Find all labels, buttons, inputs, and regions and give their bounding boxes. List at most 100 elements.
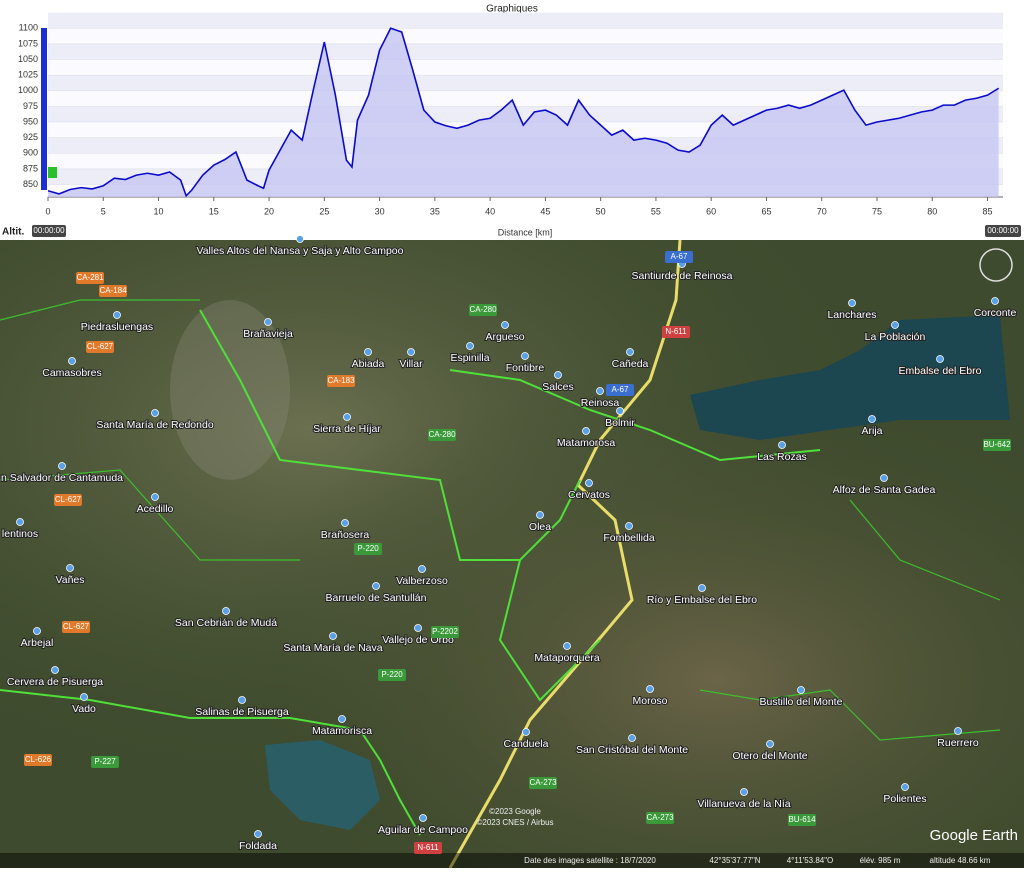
place-dot — [616, 407, 624, 415]
place-label: Brañosera — [321, 529, 370, 541]
place-dot — [466, 342, 474, 350]
place-dot — [563, 642, 571, 650]
road-badge — [354, 543, 382, 555]
y-tick-label: 900 — [23, 148, 38, 158]
window-title: Graphiques — [486, 4, 538, 15]
place-label: Reinosa — [581, 397, 620, 409]
y-tick-label: 950 — [23, 116, 38, 126]
road-label: BU-614 — [788, 815, 816, 824]
road-label: N-611 — [665, 327, 687, 336]
y-tick-label: 850 — [23, 179, 38, 189]
position-marker — [48, 167, 57, 178]
road-badge — [983, 439, 1011, 451]
road-badge — [54, 494, 82, 506]
x-tick-label: 50 — [596, 206, 606, 216]
x-tick-label: 40 — [485, 206, 495, 216]
road-badge — [62, 621, 90, 633]
place-dot — [868, 415, 876, 423]
status-item: 42°35'37.77"N — [709, 856, 760, 865]
place-label: San Cebrián de Mudá — [175, 617, 277, 629]
route — [0, 309, 821, 836]
place-dot — [625, 522, 633, 530]
place-dot — [343, 413, 351, 421]
road-label: A-67 — [671, 252, 688, 261]
place-label: Moroso — [632, 695, 667, 707]
place-label: Santiurde de Reinosa — [632, 270, 733, 282]
road-label: CA-280 — [469, 305, 497, 314]
place-label: Bustillo del Monte — [760, 696, 843, 708]
grid-band — [48, 12, 1003, 29]
reservoir — [690, 315, 1010, 440]
place-dot — [901, 783, 909, 791]
place-dot — [778, 441, 786, 449]
place-label: Cervera de Pisuerga — [7, 676, 103, 688]
y-tick-label: 1075 — [18, 38, 38, 48]
y-tick-label: 925 — [23, 132, 38, 142]
place-label: Matamorisca — [312, 725, 372, 737]
road-label: CA-281 — [76, 273, 104, 282]
grid-band — [48, 75, 1003, 91]
place-dot — [414, 624, 422, 632]
place-dot — [536, 511, 544, 519]
rock — [170, 300, 290, 480]
x-tick-label: 55 — [651, 206, 661, 216]
y-tick-label: 1100 — [19, 23, 38, 33]
x-tick-label: 0 — [45, 206, 50, 216]
road-label: CA-273 — [646, 813, 674, 822]
y-tick-label: 875 — [23, 163, 38, 173]
road-badge — [646, 812, 674, 824]
place-label: Argueso — [485, 331, 524, 343]
x-axis-title: Distance [km] — [498, 227, 553, 237]
place-dot — [848, 299, 856, 307]
reservoir — [265, 740, 380, 830]
place-label: Santa María de Nava — [283, 642, 382, 654]
road-label: CL-627 — [63, 622, 90, 631]
place-dot — [522, 728, 530, 736]
compass[interactable] — [979, 248, 1013, 282]
road-badge — [86, 341, 114, 353]
place-dot — [628, 734, 636, 742]
x-tick-label: 85 — [983, 206, 993, 216]
place-label: Arbejal — [21, 637, 54, 649]
x-tick-label: 20 — [264, 206, 274, 216]
elevation-area — [48, 28, 999, 197]
place-label: San Cristóbal del Monte — [576, 744, 688, 756]
road-badge — [529, 777, 557, 789]
place-label: Villar — [399, 358, 423, 370]
place-label: Canduela — [504, 738, 549, 750]
place-label: Vañes — [56, 574, 85, 586]
y-tick-label: 1000 — [18, 85, 38, 95]
road-label: CA-184 — [99, 286, 127, 295]
place-label: Camasobres — [42, 367, 102, 379]
place-label: Cañeda — [612, 358, 649, 370]
place-dot — [419, 814, 427, 822]
road-badge — [414, 842, 442, 854]
road-label: N-611 — [417, 843, 439, 852]
road-label: CL-627 — [87, 342, 114, 351]
logo: Google Earth — [930, 827, 1018, 844]
elevation-line — [47, 27, 1000, 198]
place-dot — [596, 387, 604, 395]
place-label: Fontibre — [506, 362, 545, 374]
place-dot — [341, 519, 349, 527]
place-label: n Salvador de Cantamuda — [1, 472, 123, 484]
place-label: Sierra de Híjar — [313, 423, 381, 435]
place-dot — [372, 582, 380, 590]
y-tick-label: 1050 — [18, 54, 38, 64]
x-tick-label: 10 — [154, 206, 164, 216]
status-bar — [0, 853, 1024, 868]
place-dot — [407, 348, 415, 356]
satellite-map[interactable]: Valles Altos del Nansa y Saja y Alto Cam… — [0, 235, 1024, 869]
road-label: P-2202 — [432, 627, 458, 636]
place-label: Santa María de Redondo — [96, 419, 213, 431]
place-dot — [646, 685, 654, 693]
end-badge[interactable] — [985, 225, 1021, 237]
place-label: Salces — [542, 381, 574, 393]
x-tick-label: 60 — [706, 206, 716, 216]
start-badge[interactable] — [32, 225, 66, 237]
road-label: A-67 — [612, 385, 629, 394]
road-badge — [431, 626, 459, 638]
place-dot — [33, 627, 41, 635]
highway — [448, 239, 682, 869]
